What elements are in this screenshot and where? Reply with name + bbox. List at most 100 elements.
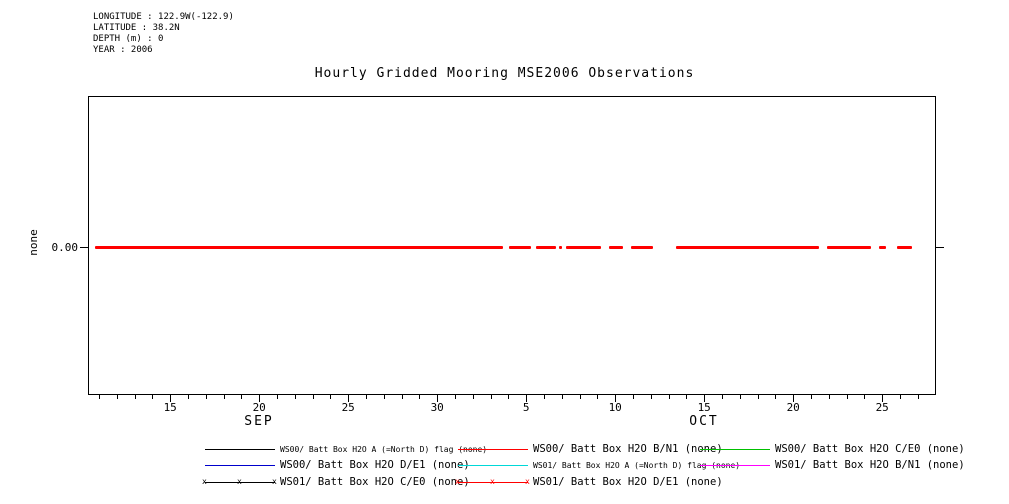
x-axis-minor-tick: [472, 395, 474, 399]
legend-line: [205, 481, 275, 483]
x-tick-label: 25: [875, 401, 889, 414]
legend-label: WS00/ Batt Box H2O B/N1 (none): [533, 443, 723, 455]
x-axis-minor-tick: [277, 395, 278, 399]
legend-line-sample: [205, 445, 275, 454]
x-tick-label: 25: [341, 401, 355, 414]
x-axis-major-tick: [348, 395, 350, 402]
metadata-depth: DEPTH (m) : 0: [93, 34, 164, 44]
legend-entry: WS01/ Batt Box H2O B/N1 (none): [700, 459, 965, 471]
data-line-segment: [536, 246, 556, 249]
x-axis-major-tick: [615, 395, 617, 402]
chart-title: Hourly Gridded Mooring MSE2006 Observati…: [314, 66, 695, 81]
y-tick-right: [936, 247, 944, 248]
x-axis-minor-tick: [490, 395, 492, 399]
x-axis-minor-tick: [579, 395, 581, 399]
legend-line: [458, 481, 528, 483]
legend-entry: WS00/ Batt Box H2O B/N1 (none): [458, 443, 723, 455]
legend-line: [458, 464, 528, 466]
x-axis-minor-tick: [828, 395, 830, 399]
data-line-segment: [827, 246, 871, 249]
legend-line: [205, 448, 275, 450]
x-axis-minor-tick: [686, 395, 688, 399]
legend-entry: WS01/ Batt Box H2O A (=North D) flag (no…: [458, 459, 740, 471]
x-axis-minor-tick: [775, 395, 777, 399]
x-axis-major-tick: [170, 395, 172, 402]
x-marker-icon: x: [272, 476, 277, 486]
x-axis-minor-tick: [668, 395, 670, 399]
x-axis-month-label: OCT: [689, 414, 719, 429]
data-line-segment: [95, 246, 503, 249]
x-axis-minor-tick: [739, 395, 741, 399]
data-line-segment: [631, 246, 653, 249]
x-axis-major-tick: [259, 395, 261, 402]
x-axis-minor-tick: [205, 395, 207, 399]
x-tick-label: 15: [697, 401, 711, 414]
legend-label: WS01/ Batt Box H2O B/N1 (none): [775, 459, 965, 471]
plot-area: [88, 96, 936, 395]
metadata-longitude: LONGITUDE : 122.9W(-122.9): [93, 12, 234, 22]
legend-line-sample: [458, 461, 528, 470]
x-axis-major-tick: [437, 395, 439, 402]
x-tick-label: 5: [522, 401, 530, 414]
x-marker-icon: x: [455, 476, 460, 486]
x-axis-minor-tick: [917, 395, 919, 399]
legend-label: WS01/ Batt Box H2O A (=North D) flag (no…: [533, 460, 741, 470]
x-axis-minor-tick: [134, 395, 136, 399]
legend-line: [458, 448, 528, 450]
x-axis-minor-tick: [366, 395, 367, 399]
y-tick-label: 0.00: [51, 241, 79, 254]
x-axis-major-tick: [704, 395, 706, 402]
x-axis-minor-tick: [401, 395, 403, 399]
x-tick-label: 30: [430, 401, 444, 414]
x-axis-major-tick: [526, 395, 528, 402]
x-marker-icon: x: [525, 476, 530, 486]
x-tick-label: 20: [252, 401, 266, 414]
legend-entry: WS00/ Batt Box H2O A (=North D) flag (no…: [205, 443, 487, 455]
metadata-year: YEAR : 2006: [93, 45, 153, 55]
legend-line-sample: [458, 445, 528, 454]
x-tick-label: 10: [608, 401, 622, 414]
x-axis-major-tick: [793, 395, 795, 402]
data-line-segment: [509, 246, 531, 249]
data-line-segment: [897, 246, 912, 249]
legend-line-sample: [205, 461, 275, 470]
x-marker-icon: x: [202, 476, 207, 486]
x-axis-minor-tick: [597, 395, 599, 399]
legend-label: WS01/ Batt Box H2O D/E1 (none): [533, 476, 723, 488]
legend-entry: WS00/ Batt Box H2O D/E1 (none): [205, 459, 470, 471]
metadata-block: LONGITUDE : 122.9W(-122.9) LATITUDE : 38…: [93, 12, 234, 56]
x-axis-minor-tick: [544, 395, 545, 399]
x-axis-minor-tick: [561, 395, 563, 399]
x-axis-minor-tick: [330, 395, 332, 399]
legend-entry: x x x WS01/ Batt Box H2O C/E0 (none): [202, 476, 470, 488]
x-axis-minor-tick: [312, 395, 314, 399]
x-axis-minor-tick: [864, 395, 866, 399]
x-tick-label: 20: [786, 401, 800, 414]
legend-line-sample: [700, 461, 770, 470]
data-line-segment: [676, 246, 819, 249]
x-axis-minor-tick: [846, 395, 848, 399]
metadata-latitude: LATITUDE : 38.2N: [93, 23, 180, 33]
x-axis-month-label: SEP: [244, 414, 274, 429]
x-axis-minor-tick: [722, 395, 723, 399]
x-axis-minor-tick: [455, 395, 456, 399]
x-axis-minor-tick: [383, 395, 385, 399]
x-axis-major-tick: [882, 395, 884, 402]
legend-label: WS00/ Batt Box H2O D/E1 (none): [280, 459, 470, 471]
x-axis-minor-tick: [294, 395, 296, 399]
x-axis-minor-tick: [757, 395, 759, 399]
x-axis-minor-tick: [900, 395, 901, 399]
legend-label: WS00/ Batt Box H2O A (=North D) flag (no…: [280, 444, 488, 454]
x-axis-minor-tick: [811, 395, 812, 399]
x-axis-minor-tick: [99, 395, 100, 399]
legend-entry: WS00/ Batt Box H2O C/E0 (none): [700, 443, 965, 455]
legend-label: WS00/ Batt Box H2O C/E0 (none): [775, 443, 965, 455]
legend-line: [205, 464, 275, 466]
x-axis-minor-tick: [633, 395, 634, 399]
data-line-segment: [566, 246, 601, 249]
x-axis-minor-tick: [152, 395, 154, 399]
x-marker-icon: x: [237, 476, 242, 486]
legend-entry: x x x WS01/ Batt Box H2O D/E1 (none): [455, 476, 723, 488]
